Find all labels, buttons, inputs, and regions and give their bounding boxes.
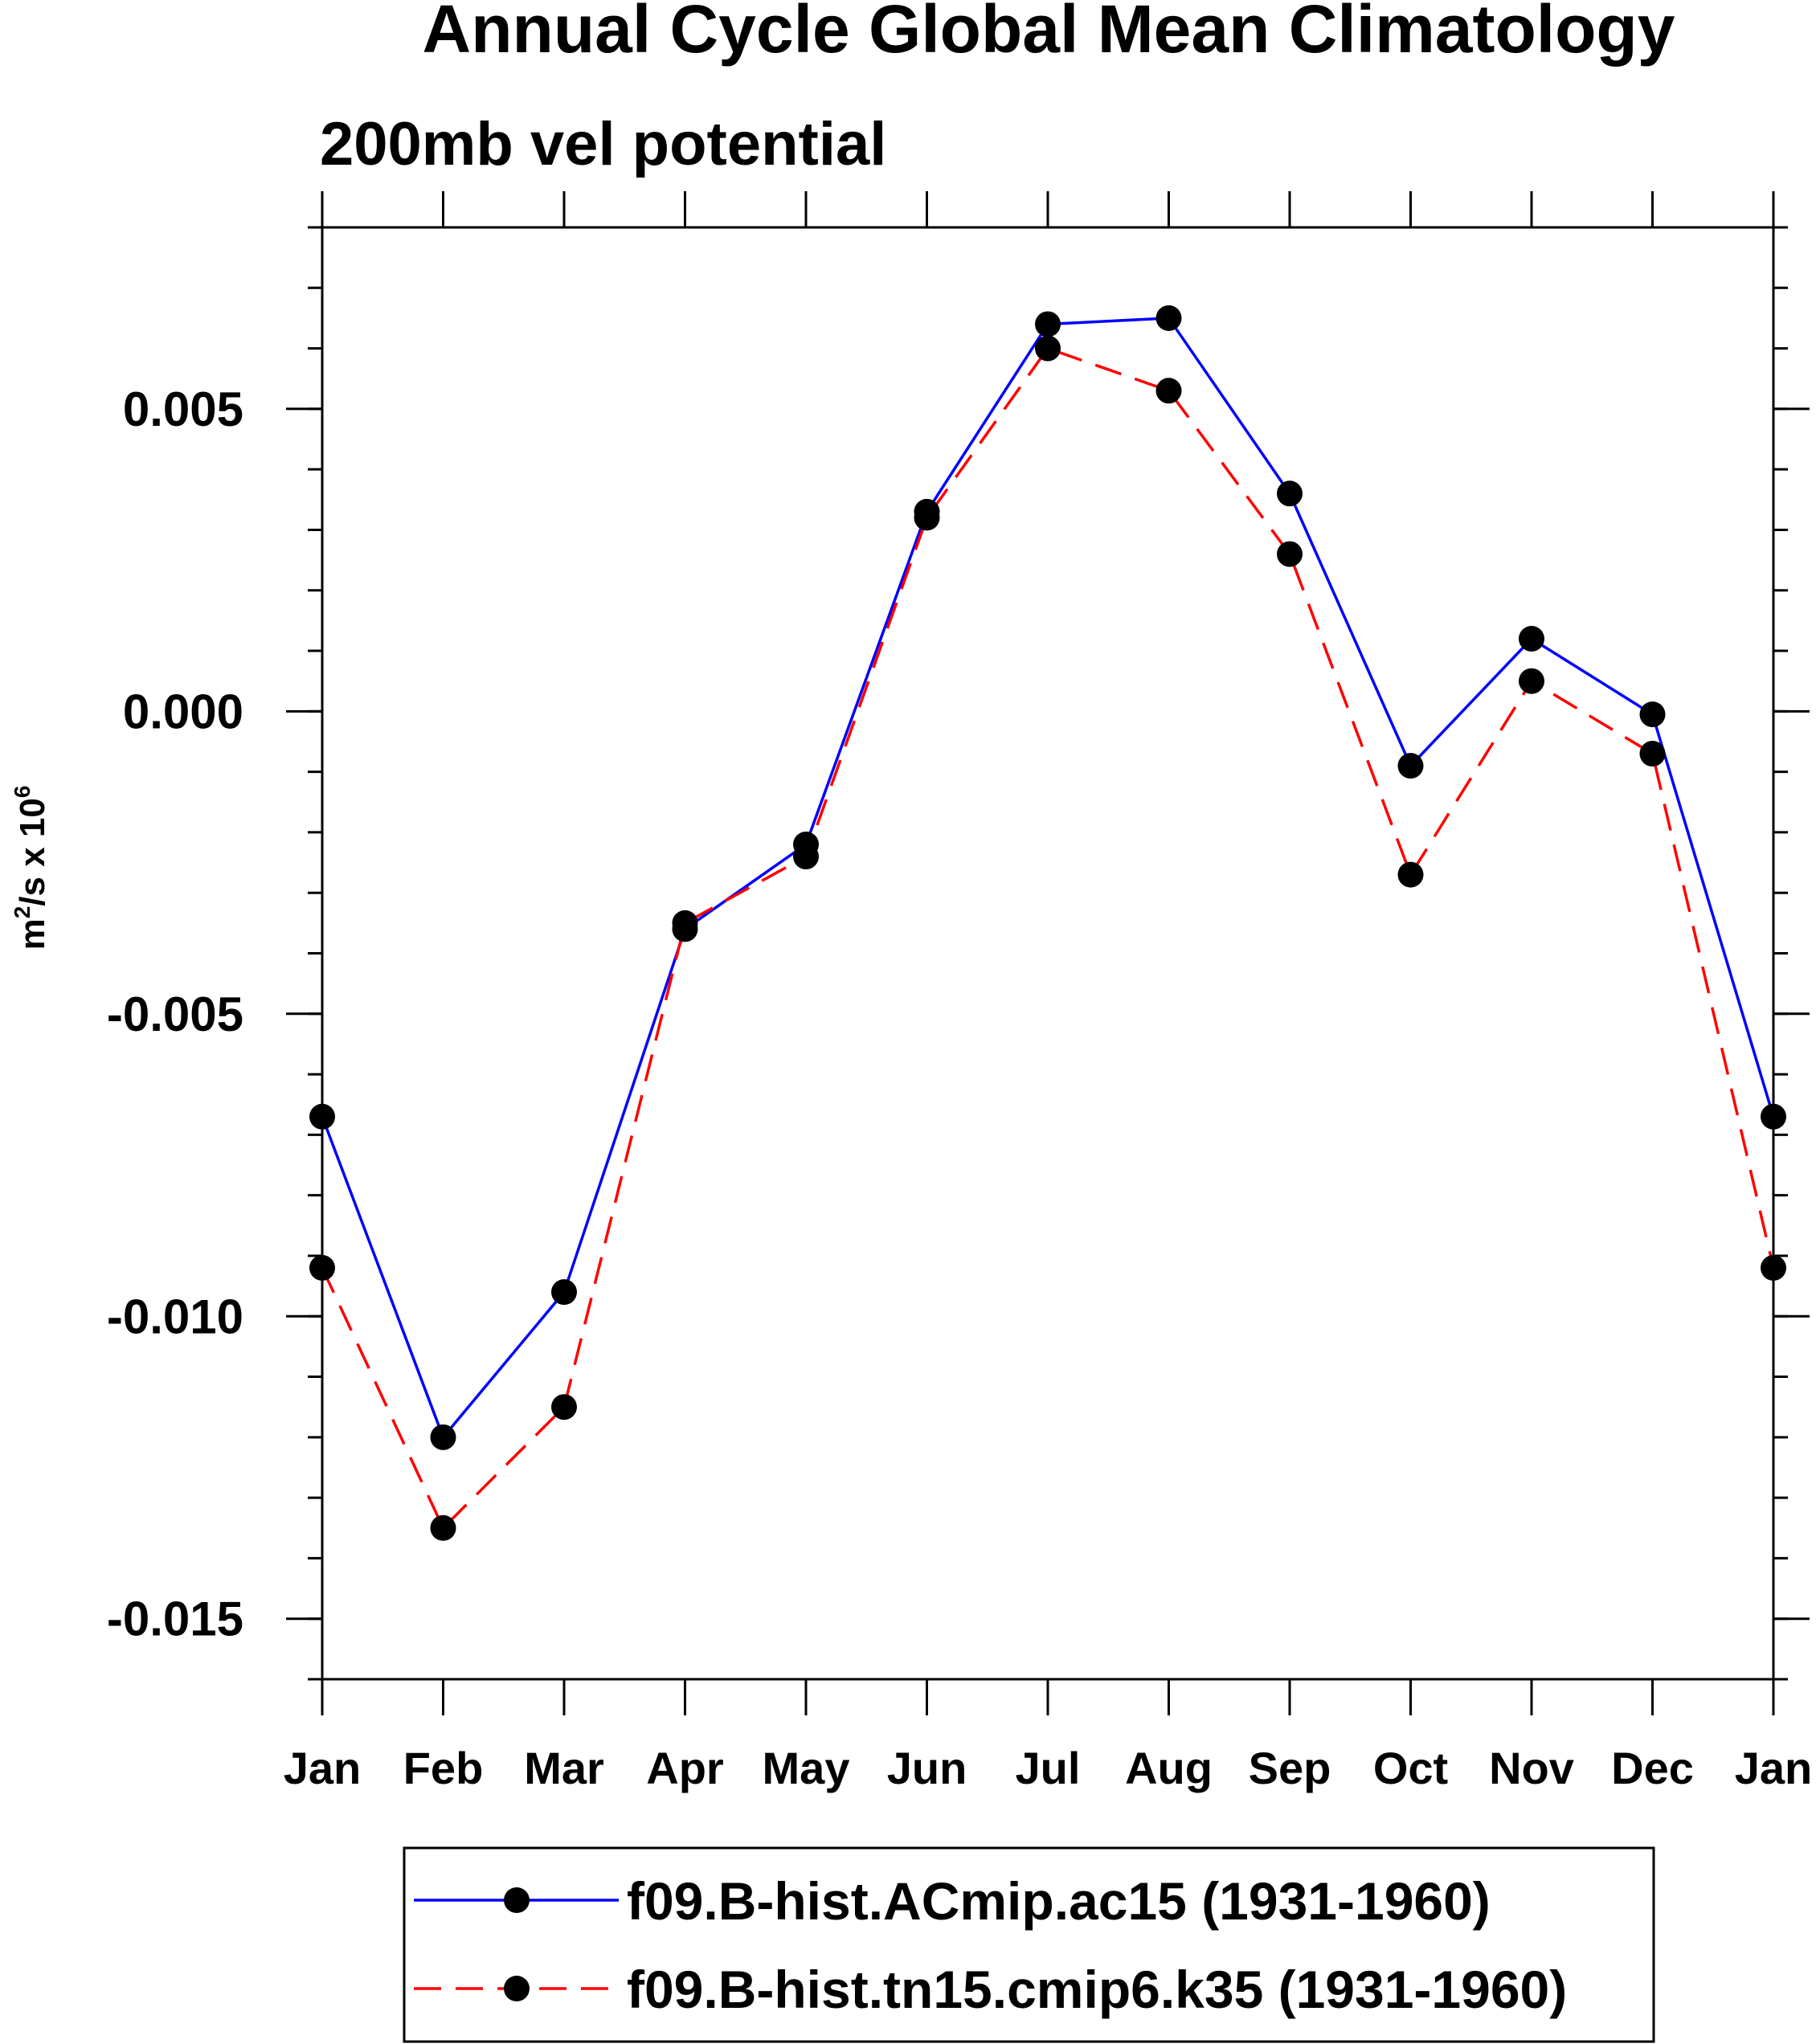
y-tick-label: -0.005 [107, 987, 243, 1041]
legend-label: f09.B-hist.ACmip.ac15 (1931-1960) [627, 1871, 1491, 1931]
data-point [1639, 741, 1666, 767]
y-tick-label: -0.010 [107, 1290, 243, 1343]
data-point [1397, 753, 1424, 779]
series-line [321, 317, 1775, 1439]
x-tick-label: Jun [887, 1743, 967, 1793]
y-tick-label: -0.015 [107, 1592, 243, 1646]
legend-marker [504, 1976, 530, 2001]
x-tick-labels: Jan Feb Mar Apr May Jun Jul Aug Sep Oct Nov Dec Jan [284, 1743, 1813, 1793]
x-tick-label: Sep [1249, 1743, 1331, 1793]
y-axis-label-exp: 6 [10, 786, 35, 799]
data-point [1277, 480, 1303, 507]
legend-items: f09.B-hist.ACmip.ac15 (1931-1960) f09.B-h… [414, 1871, 1567, 2019]
y-axis-label-sup: 2 [10, 906, 35, 919]
y-axis-label-base: m [13, 918, 52, 950]
data-point [1519, 625, 1544, 652]
chart-title: Annual Cycle Global Mean Climatology [423, 0, 1675, 67]
data-point [1155, 305, 1182, 331]
y-axis-label-mid: /s x 10 [13, 798, 52, 906]
chart-subtitle: 200mb vel potential [320, 110, 886, 178]
x-tick-label: Oct [1373, 1743, 1448, 1793]
series-layer [309, 305, 1786, 1541]
series-line [321, 346, 1775, 1530]
data-point [430, 1515, 456, 1541]
legend-marker [504, 1887, 530, 1913]
x-tick-label: Aug [1125, 1743, 1213, 1793]
plot-frame [321, 226, 1775, 1681]
data-point [1277, 541, 1303, 567]
x-tick-label: Jul [1016, 1743, 1081, 1793]
x-tick-label: Mar [524, 1743, 604, 1793]
axis-ticks [286, 191, 1810, 1715]
x-tick-label: Jan [284, 1743, 362, 1793]
x-tick-label: Nov [1489, 1743, 1574, 1793]
data-point [551, 1394, 577, 1421]
x-tick-label: Dec [1611, 1743, 1694, 1793]
legend-box [403, 1846, 1655, 2043]
data-point [1035, 335, 1061, 362]
data-point [551, 1279, 577, 1306]
data-point [1035, 311, 1061, 337]
data-point [1519, 668, 1544, 694]
x-tick-label: Feb [403, 1743, 484, 1793]
y-tick-label: 0.005 [123, 382, 243, 436]
legend-label: f09.B-hist.tn15.cmip6.k35 (1931-1960) [627, 1960, 1567, 2019]
data-point [1397, 861, 1424, 888]
y-axis-label: m2/s x 106 [10, 786, 52, 950]
data-point [1155, 378, 1182, 404]
y-tick-labels: 0.005 0.000 -0.005 -0.010 -0.015 [107, 382, 243, 1646]
x-tick-label: Apr [646, 1743, 723, 1793]
data-point [914, 505, 940, 531]
x-tick-label: May [763, 1743, 850, 1793]
legend: f09.B-hist.ACmip.ac15 (1931-1960) f09.B-h… [403, 1846, 1655, 2043]
data-point [672, 910, 698, 936]
y-tick-label: 0.000 [123, 685, 243, 738]
data-point [430, 1424, 456, 1450]
data-point [793, 844, 819, 870]
x-tick-label: Jan [1735, 1743, 1813, 1793]
data-point [1639, 701, 1666, 728]
